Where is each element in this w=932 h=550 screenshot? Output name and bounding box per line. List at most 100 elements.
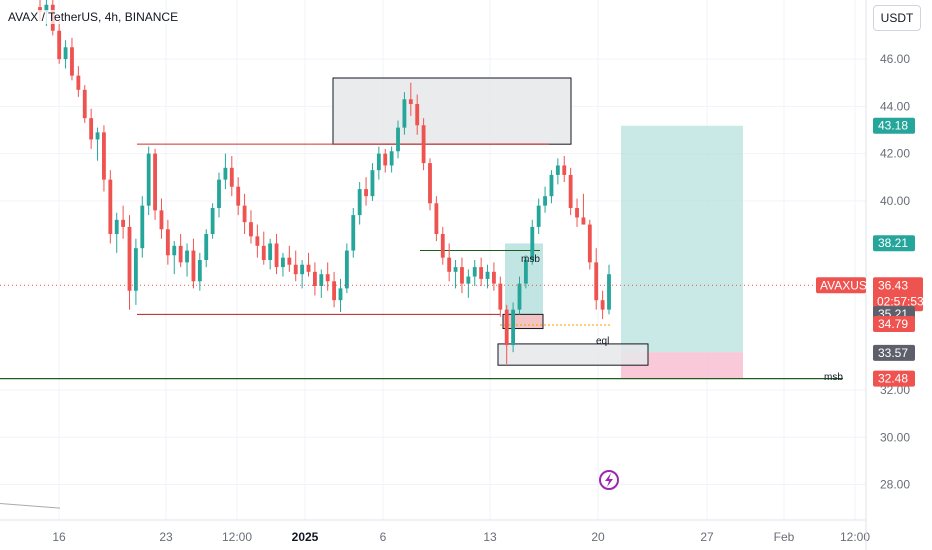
candle bbox=[82, 85, 87, 123]
candle bbox=[57, 21, 62, 64]
candle bbox=[600, 290, 605, 320]
supply-box[interactable] bbox=[332, 77, 572, 145]
candle bbox=[229, 156, 234, 197]
candle bbox=[249, 210, 253, 244]
svg-text:38.21: 38.21 bbox=[878, 236, 908, 250]
candle bbox=[549, 170, 554, 204]
candle bbox=[587, 219, 592, 270]
candle bbox=[70, 37, 74, 81]
candle bbox=[421, 118, 426, 171]
candle bbox=[312, 262, 317, 296]
price-label-low: 34.79 bbox=[873, 316, 915, 333]
annotation-eql[interactable]: eql bbox=[596, 336, 609, 347]
svg-text:32.48: 32.48 bbox=[878, 372, 908, 386]
svg-text:02:57:53: 02:57:53 bbox=[877, 294, 924, 308]
lightning-icon[interactable] bbox=[599, 470, 619, 490]
y-tick-label: 46.00 bbox=[880, 52, 910, 66]
demand-box-small[interactable] bbox=[502, 313, 544, 330]
candle bbox=[165, 219, 170, 265]
candle bbox=[133, 238, 138, 305]
candle bbox=[319, 269, 324, 298]
x-tick-label: 12:00 bbox=[840, 530, 870, 544]
candle bbox=[492, 262, 496, 291]
candle bbox=[543, 186, 547, 213]
candle bbox=[153, 148, 157, 220]
candle bbox=[281, 252, 285, 277]
candle bbox=[255, 224, 260, 258]
candle bbox=[466, 269, 471, 298]
y-tick-label: 40.00 bbox=[880, 194, 910, 208]
candle bbox=[172, 241, 177, 275]
candle bbox=[102, 125, 106, 192]
candle bbox=[76, 66, 81, 97]
svg-text:33.57: 33.57 bbox=[878, 346, 908, 360]
demand-box-large[interactable] bbox=[497, 343, 649, 366]
x-tick-label: 2025 bbox=[292, 530, 319, 544]
candle bbox=[217, 172, 221, 218]
candle bbox=[370, 163, 375, 201]
price-label-level: 38.21 bbox=[873, 235, 915, 252]
candle bbox=[530, 219, 535, 265]
faint-line bbox=[0, 502, 61, 509]
candle bbox=[274, 234, 279, 275]
candle bbox=[89, 108, 94, 149]
candle bbox=[581, 193, 586, 225]
price-label-box: 33.57 bbox=[873, 344, 915, 361]
candle bbox=[402, 92, 407, 135]
x-tick-label: 12:00 bbox=[222, 530, 252, 544]
candle bbox=[485, 264, 490, 289]
candle bbox=[364, 177, 368, 206]
candle bbox=[140, 196, 145, 258]
candle bbox=[472, 260, 477, 286]
candle bbox=[306, 252, 311, 277]
x-tick-label: 20 bbox=[591, 530, 605, 544]
profit-zone[interactable] bbox=[621, 125, 743, 353]
candle bbox=[185, 243, 189, 277]
price-label-stop: 32.48 bbox=[873, 370, 915, 387]
candle bbox=[479, 257, 484, 286]
candle bbox=[287, 245, 292, 272]
candle bbox=[575, 198, 579, 227]
x-tick-label: 23 bbox=[159, 530, 173, 544]
y-tick-label: 42.00 bbox=[880, 147, 910, 161]
y-tick-label: 30.00 bbox=[880, 430, 910, 444]
candle bbox=[453, 260, 458, 289]
candle bbox=[396, 120, 400, 159]
candle bbox=[607, 264, 611, 315]
candle bbox=[108, 170, 113, 244]
candle bbox=[511, 302, 516, 353]
candle bbox=[127, 215, 132, 310]
chart-title: AVAX / TetherUS, 4h, BINANCE bbox=[6, 10, 181, 24]
candle bbox=[114, 212, 119, 253]
candle bbox=[383, 148, 388, 173]
candle bbox=[204, 229, 209, 268]
currency-button[interactable]: USDT bbox=[873, 5, 921, 31]
candle bbox=[344, 243, 349, 294]
candle bbox=[242, 193, 247, 234]
candle bbox=[261, 231, 266, 265]
candle bbox=[562, 156, 567, 182]
candle bbox=[555, 158, 560, 185]
candle bbox=[523, 255, 528, 289]
candle bbox=[63, 40, 68, 69]
candle bbox=[146, 146, 151, 216]
annotation-msb[interactable]: msb bbox=[521, 254, 540, 265]
candle bbox=[376, 146, 381, 180]
candle bbox=[415, 94, 420, 135]
candle bbox=[440, 226, 445, 265]
candle bbox=[498, 276, 503, 317]
candle bbox=[191, 238, 196, 289]
candle bbox=[408, 82, 413, 116]
svg-text:36.43: 36.43 bbox=[878, 278, 908, 292]
candle bbox=[268, 238, 273, 270]
candle bbox=[332, 271, 337, 308]
svg-text:AVAXUSDT: AVAXUSDT bbox=[820, 278, 884, 292]
x-tick-label: Feb bbox=[774, 530, 795, 544]
x-tick-label: 13 bbox=[483, 530, 497, 544]
annotation-msb[interactable]: msb bbox=[824, 372, 843, 383]
candle bbox=[197, 252, 202, 291]
candle bbox=[95, 127, 100, 161]
candle bbox=[594, 248, 599, 310]
